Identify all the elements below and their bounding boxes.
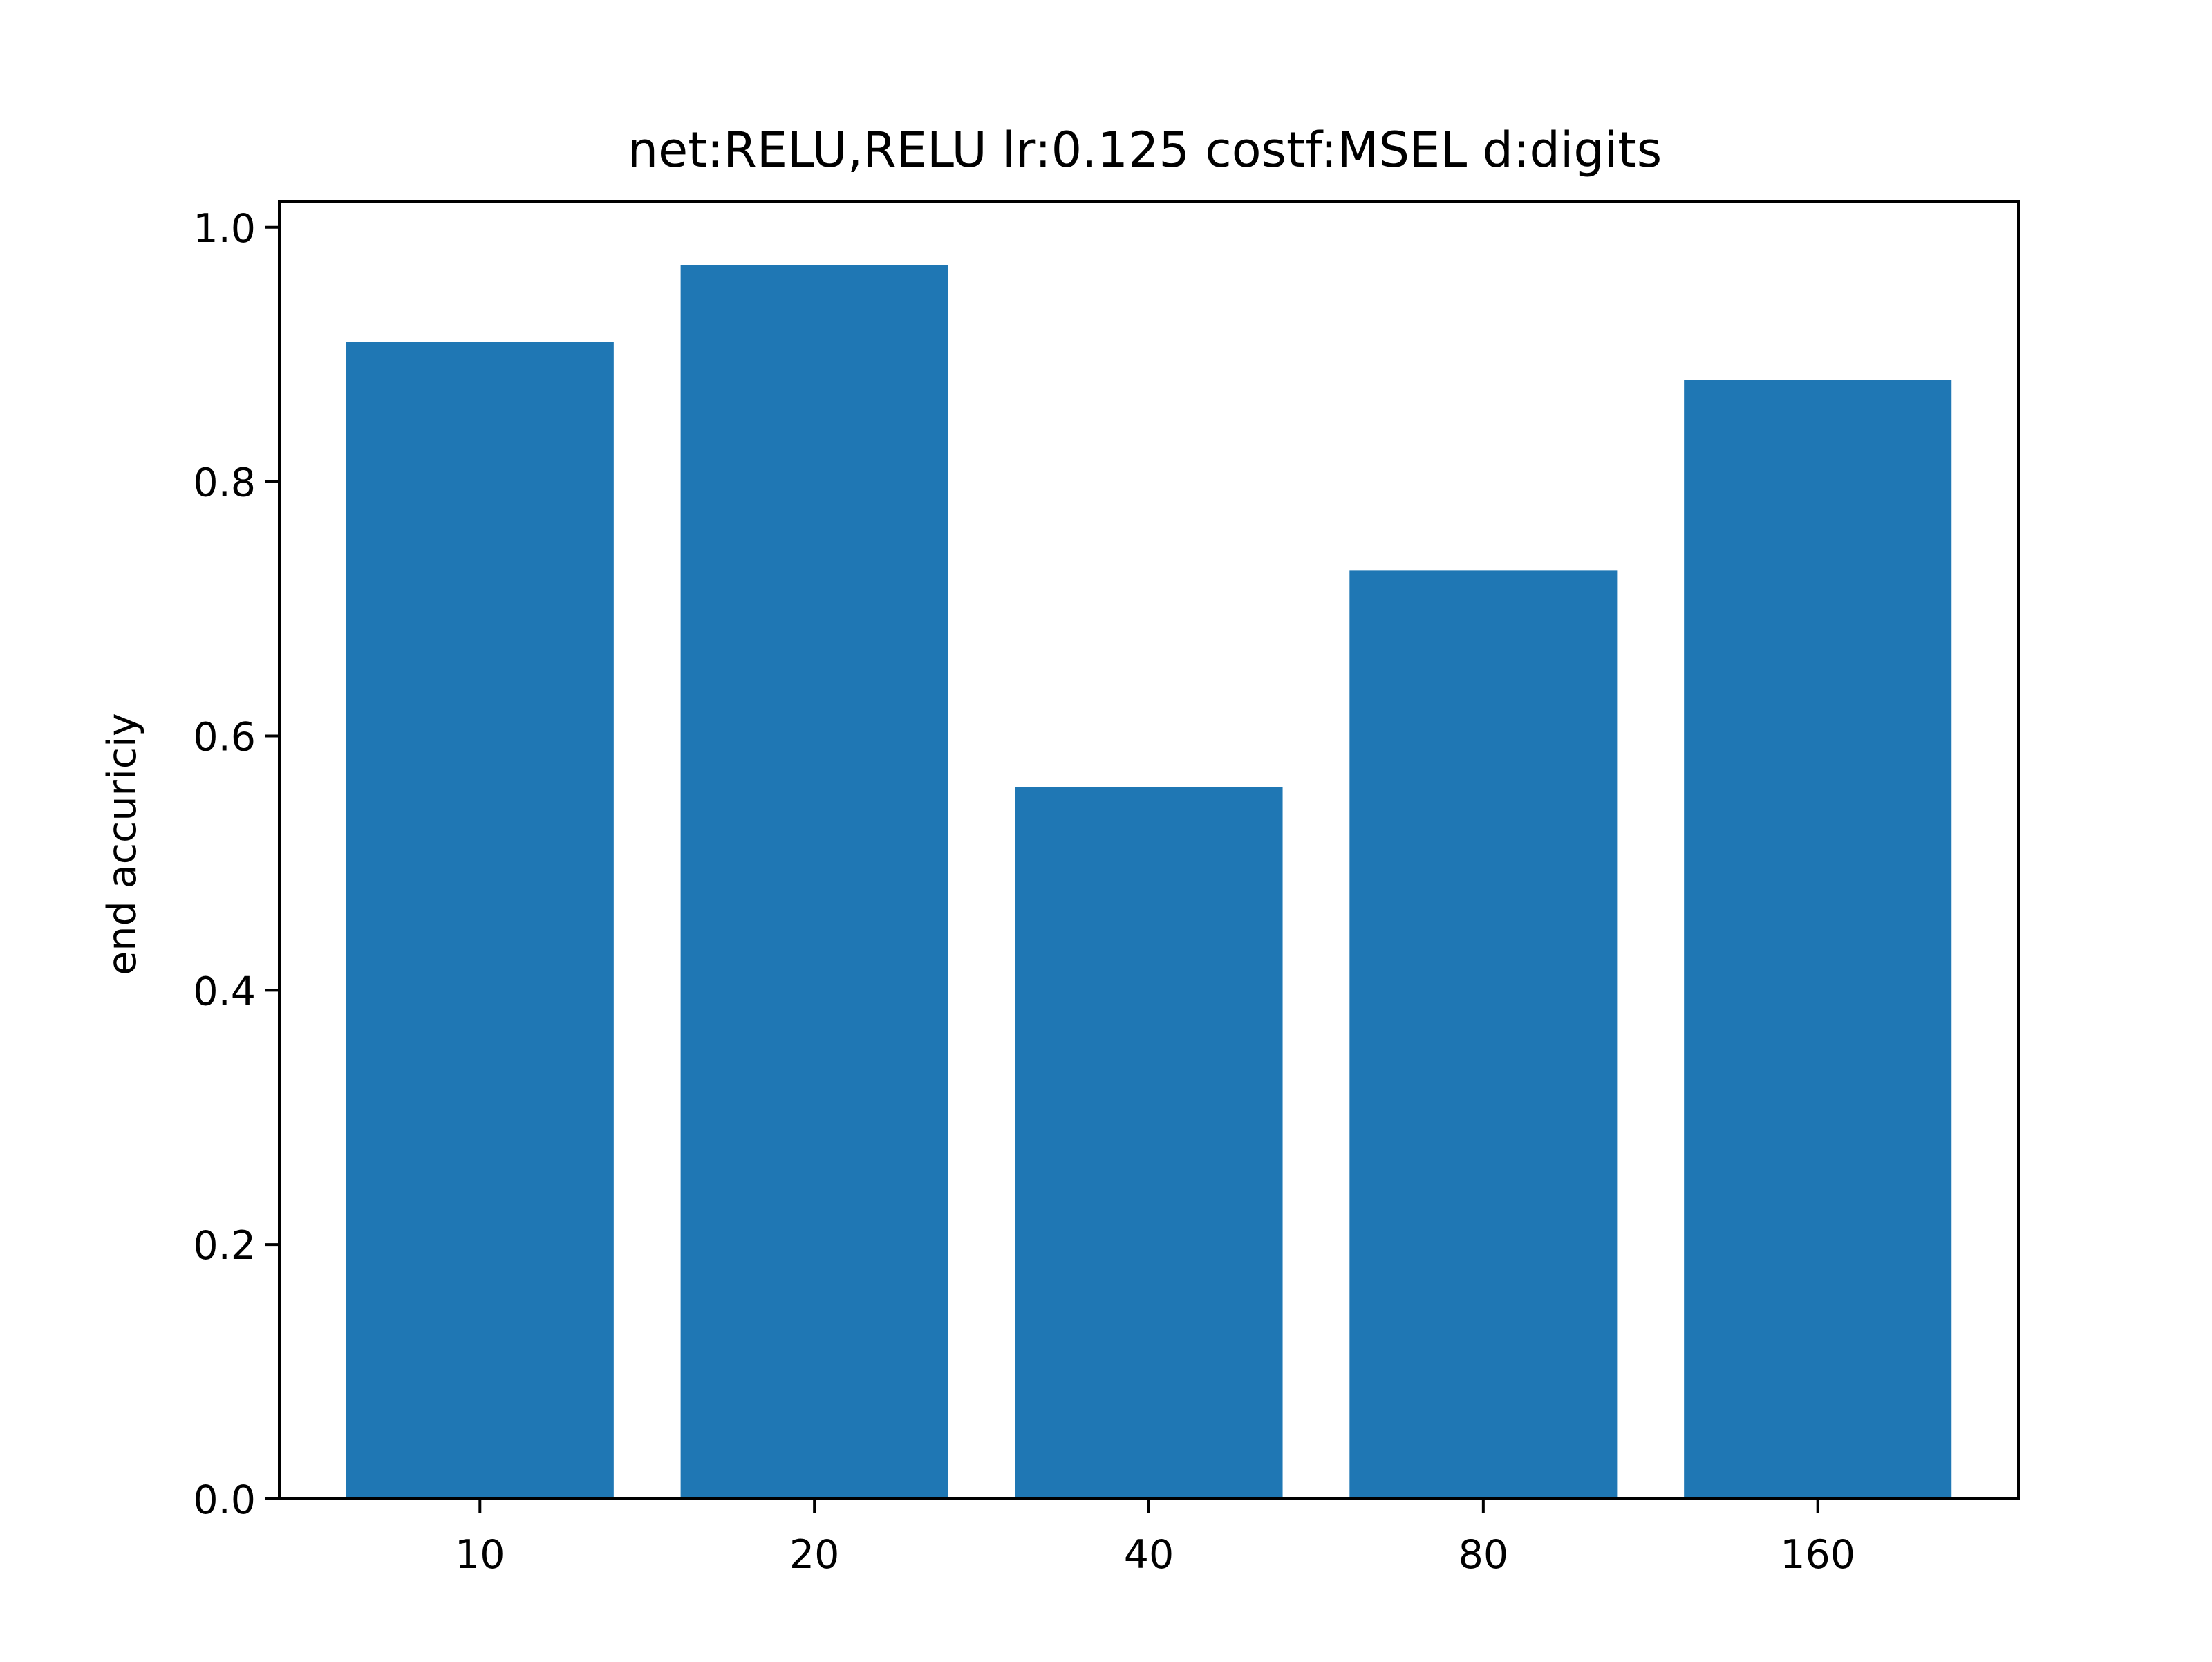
y-axis-ticks: 0.0 0.2 0.4 0.6 0.8 1.0 bbox=[193, 206, 279, 1523]
bar-40 bbox=[1015, 787, 1283, 1499]
x-tick-label: 40 bbox=[1124, 1532, 1174, 1578]
x-tick-label: 20 bbox=[789, 1532, 840, 1578]
y-tick-label: 0.8 bbox=[193, 460, 256, 506]
y-tick-label: 0.0 bbox=[193, 1477, 256, 1523]
bar-80 bbox=[1349, 570, 1618, 1499]
bar-20 bbox=[680, 265, 948, 1499]
y-axis-label: end accuriciy bbox=[100, 713, 145, 975]
y-tick-label: 1.0 bbox=[193, 206, 256, 252]
plot-frame bbox=[278, 200, 2020, 1500]
y-tick-label: 0.2 bbox=[193, 1223, 256, 1269]
y-tick-label: 0.6 bbox=[193, 714, 256, 760]
x-tick-label: 160 bbox=[1780, 1532, 1855, 1578]
x-axis-ticks: 10 20 40 80 160 bbox=[455, 1499, 1855, 1578]
bars-group bbox=[346, 265, 1952, 1499]
chart-title: net:RELU,RELU lr:0.125 costf:MSEL d:digi… bbox=[628, 122, 1662, 178]
y-tick-label: 0.4 bbox=[193, 969, 256, 1014]
x-tick-label: 80 bbox=[1459, 1532, 1509, 1578]
x-tick-label: 10 bbox=[455, 1532, 505, 1578]
bar-10 bbox=[346, 342, 614, 1499]
bar-160 bbox=[1684, 380, 1952, 1499]
